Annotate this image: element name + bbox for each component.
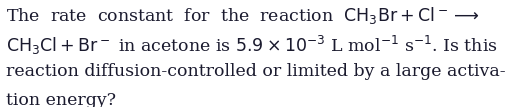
Text: tion energy?: tion energy? — [6, 92, 116, 107]
Text: $\mathrm{CH_3Cl + Br^-}$ in acetone is $5.9 \times 10^{-3}$ L mol$^{-1}$ s$^{-1}: $\mathrm{CH_3Cl + Br^-}$ in acetone is $… — [6, 34, 498, 57]
Text: reaction diffusion-controlled or limited by a large activa-: reaction diffusion-controlled or limited… — [6, 63, 506, 80]
Text: The  rate  constant  for  the  reaction  $\mathrm{CH_3Br + Cl^- \longrightarrow}: The rate constant for the reaction $\mat… — [6, 5, 480, 26]
